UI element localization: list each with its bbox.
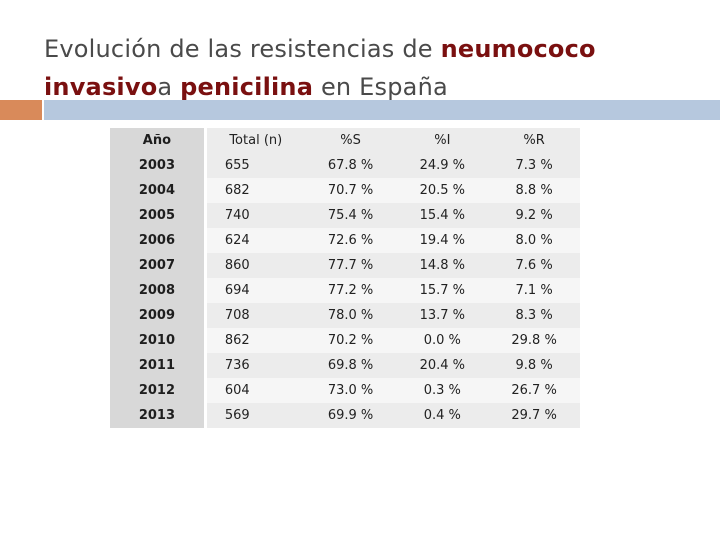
cell-total: 624 (206, 228, 305, 253)
cell-resistant: 29.8 % (488, 328, 580, 353)
accent-bar-blue (44, 100, 720, 120)
accent-bar-orange (0, 100, 42, 120)
header-resistant: %R (488, 128, 580, 153)
cell-intermediate: 0.0 % (396, 328, 489, 353)
title-text-1: Evolución de las resistencias de (44, 35, 441, 63)
cell-intermediate: 14.8 % (396, 253, 489, 278)
header-intermediate: %I (396, 128, 489, 153)
cell-intermediate: 24.9 % (396, 153, 489, 178)
cell-year: 2008 (110, 278, 207, 303)
title-text-3: en España (313, 73, 448, 101)
header-total: Total (n) (206, 128, 305, 153)
cell-intermediate: 0.4 % (396, 403, 489, 428)
cell-susceptible: 67.8 % (304, 153, 397, 178)
table-row: 2009 708 78.0 % 13.7 % 8.3 % (110, 303, 580, 328)
cell-resistant: 7.3 % (488, 153, 580, 178)
cell-total: 736 (206, 353, 305, 378)
cell-resistant: 7.6 % (488, 253, 580, 278)
table-row: 2008 694 77.2 % 15.7 % 7.1 % (110, 278, 580, 303)
table-row: 2004 682 70.7 % 20.5 % 8.8 % (110, 178, 580, 203)
cell-susceptible: 77.2 % (304, 278, 397, 303)
cell-total: 682 (206, 178, 305, 203)
title-text-2: a (157, 73, 181, 101)
table-row: 2013 569 69.9 % 0.4 % 29.7 % (110, 403, 580, 428)
header-susceptible: %S (304, 128, 397, 153)
cell-intermediate: 20.5 % (396, 178, 489, 203)
table-row: 2010 862 70.2 % 0.0 % 29.8 % (110, 328, 580, 353)
cell-year: 2007 (110, 253, 207, 278)
cell-resistant: 26.7 % (488, 378, 580, 403)
resistance-table: Año Total (n) %S %I %R 2003 655 67.8 % 24.9… (110, 128, 580, 428)
cell-intermediate: 15.4 % (396, 203, 489, 228)
cell-year: 2013 (110, 403, 207, 428)
cell-susceptible: 69.8 % (304, 353, 397, 378)
cell-total: 569 (206, 403, 305, 428)
cell-intermediate: 15.7 % (396, 278, 489, 303)
cell-year: 2009 (110, 303, 207, 328)
cell-year: 2012 (110, 378, 207, 403)
table-row: 2012 604 73.0 % 0.3 % 26.7 % (110, 378, 580, 403)
cell-total: 860 (206, 253, 305, 278)
cell-resistant: 9.2 % (488, 203, 580, 228)
cell-year: 2004 (110, 178, 207, 203)
table-row: 2007 860 77.7 % 14.8 % 7.6 % (110, 253, 580, 278)
cell-resistant: 8.0 % (488, 228, 580, 253)
table-row: 2011 736 69.8 % 20.4 % 9.8 % (110, 353, 580, 378)
cell-resistant: 7.1 % (488, 278, 580, 303)
cell-susceptible: 73.0 % (304, 378, 397, 403)
cell-year: 2010 (110, 328, 207, 353)
cell-year: 2006 (110, 228, 207, 253)
cell-intermediate: 20.4 % (396, 353, 489, 378)
table-row: 2006 624 72.6 % 19.4 % 8.0 % (110, 228, 580, 253)
table-body: 2003 655 67.8 % 24.9 % 7.3 % 2004 682 70.7 % 20.… (110, 153, 580, 428)
cell-total: 694 (206, 278, 305, 303)
cell-total: 708 (206, 303, 305, 328)
cell-susceptible: 72.6 % (304, 228, 397, 253)
cell-susceptible: 75.4 % (304, 203, 397, 228)
cell-intermediate: 13.7 % (396, 303, 489, 328)
cell-resistant: 8.3 % (488, 303, 580, 328)
header-year: Año (110, 128, 207, 153)
cell-susceptible: 69.9 % (304, 403, 397, 428)
title-highlight-neumococo: neumococo (440, 35, 596, 63)
table-header-row: Año Total (n) %S %I %R (110, 128, 580, 153)
cell-resistant: 9.8 % (488, 353, 580, 378)
cell-resistant: 8.8 % (488, 178, 580, 203)
cell-total: 740 (206, 203, 305, 228)
cell-intermediate: 0.3 % (396, 378, 489, 403)
cell-year: 2003 (110, 153, 207, 178)
title-highlight-invasivo: invasivo (44, 73, 158, 101)
cell-total: 862 (206, 328, 305, 353)
cell-susceptible: 70.2 % (304, 328, 397, 353)
table-row: 2003 655 67.8 % 24.9 % 7.3 % (110, 153, 580, 178)
cell-susceptible: 70.7 % (304, 178, 397, 203)
table-row: 2005 740 75.4 % 15.4 % 9.2 % (110, 203, 580, 228)
cell-total: 655 (206, 153, 305, 178)
cell-intermediate: 19.4 % (396, 228, 489, 253)
cell-total: 604 (206, 378, 305, 403)
slide-title: Evolución de las resistencias de neumoco… (44, 30, 684, 106)
cell-susceptible: 78.0 % (304, 303, 397, 328)
cell-susceptible: 77.7 % (304, 253, 397, 278)
cell-year: 2011 (110, 353, 207, 378)
cell-year: 2005 (110, 203, 207, 228)
cell-resistant: 29.7 % (488, 403, 580, 428)
title-highlight-penicilina: penicilina (180, 73, 314, 101)
